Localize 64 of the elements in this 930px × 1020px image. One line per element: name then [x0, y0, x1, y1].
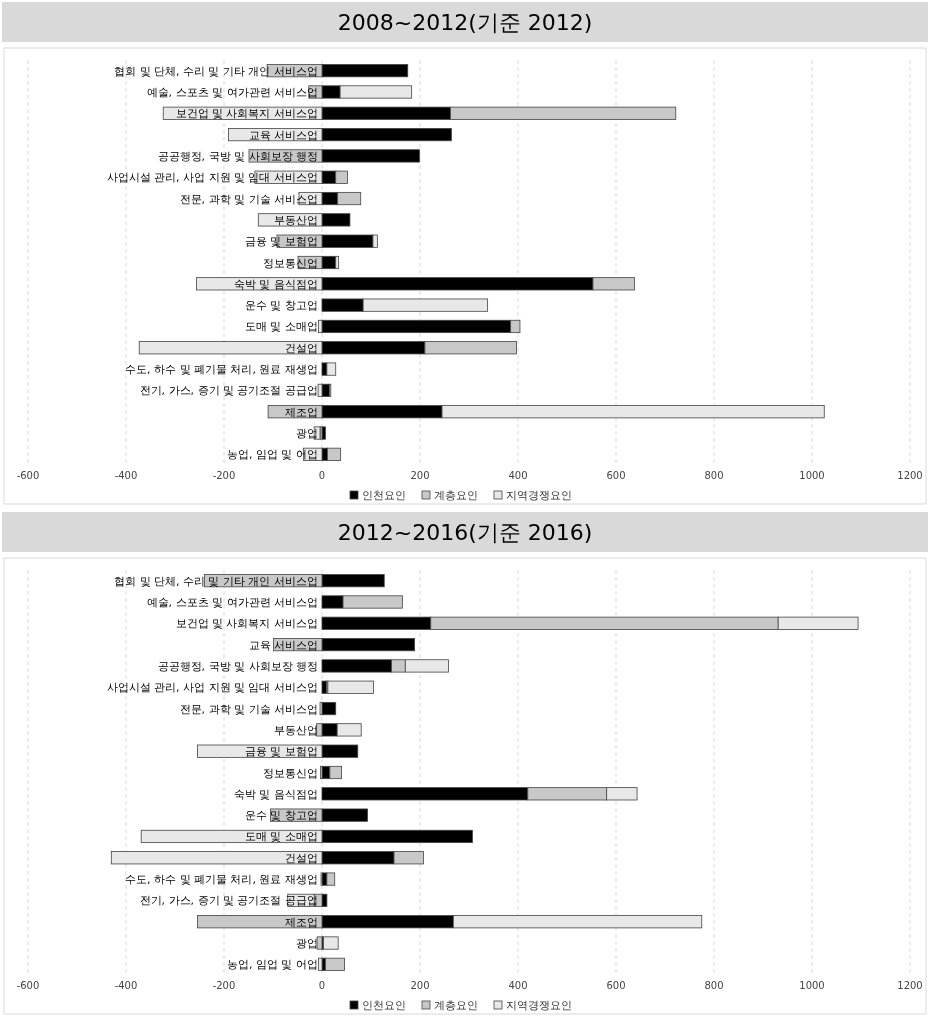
x-tick-label: 600 [606, 980, 626, 991]
y-tick-label: 운수 및 창고업 [245, 809, 318, 823]
legend-label: 인천요인 [362, 999, 406, 1012]
y-tick-label: 부동산업 [274, 213, 318, 227]
x-tick-label: 800 [704, 470, 724, 481]
legend-label: 지역경쟁요인 [506, 999, 572, 1012]
x-tick-label: -200 [212, 470, 236, 481]
y-tick-label: 수도, 하수 및 폐기물 처리, 원료 재생업 [125, 873, 318, 887]
y-tick-label: 제조업 [285, 915, 318, 929]
y-tick-label: 예술, 스포츠 및 여가관련 서비스업 [146, 85, 318, 99]
y-tick-label: 사업시설 관리, 사업 지원 및 임대 서비스업 [106, 681, 318, 695]
y-tick-label: 보건업 및 사회복지 서비스업 [175, 107, 318, 121]
y-tick-label: 제조업 [285, 405, 318, 419]
x-tick-label: 0 [318, 470, 326, 481]
y-tick-label: 공공행정, 국방 및 사회보장 행정 [157, 149, 318, 163]
y-tick-label: 전문, 과학 및 기술 서비스업 [179, 702, 318, 716]
chart-title: 2008~2012(기준 2012) [337, 10, 593, 35]
x-tick-label: 1000 [799, 980, 825, 991]
y-tick-label: 금융 및 보험업 [245, 235, 318, 249]
y-tick-label: 농업, 임업 및 어업 [227, 958, 318, 972]
y-tick-label: 협회 및 단체, 수리 및 기타 개인 서비스업 [114, 574, 318, 588]
legend-label: 지역경쟁요인 [506, 489, 572, 502]
y-tick-label: 건설업 [285, 851, 318, 865]
x-tick-label: -400 [114, 980, 138, 991]
x-tick-label: 1200 [897, 980, 923, 991]
x-tick-label: 600 [606, 470, 626, 481]
y-tick-label: 보건업 및 사회복지 서비스업 [175, 617, 318, 631]
x-tick-label: 200 [410, 470, 430, 481]
x-tick-label: -600 [16, 470, 40, 481]
x-tick-label: 1200 [897, 470, 923, 481]
y-tick-label: 전기, 가스, 증기 및 공기조절 공급업 [139, 384, 318, 398]
y-tick-label: 운수 및 창고업 [245, 299, 318, 313]
x-tick-label: 200 [410, 980, 430, 991]
y-tick-label: 농업, 임업 및 어업 [227, 448, 318, 462]
x-tick-label: -200 [212, 980, 236, 991]
y-tick-label: 금융 및 보험업 [245, 745, 318, 759]
y-tick-label: 협회 및 단체, 수리 및 기타 개인 서비스업 [114, 64, 318, 78]
x-tick-label: 400 [508, 470, 528, 481]
x-tick-label: 0 [318, 980, 326, 991]
y-tick-label: 예술, 스포츠 및 여가관련 서비스업 [146, 595, 318, 609]
y-tick-label: 도매 및 소매업 [245, 320, 318, 334]
x-tick-label: 400 [508, 980, 528, 991]
x-tick-label: 800 [704, 980, 724, 991]
y-tick-label: 광업 [296, 427, 318, 441]
y-tick-label: 사업시설 관리, 사업 지원 및 임대 서비스업 [106, 171, 318, 185]
y-tick-label: 수도, 하수 및 폐기물 처리, 원료 재생업 [125, 363, 318, 377]
y-tick-label: 광업 [296, 937, 318, 951]
y-tick-label: 정보통신업 [263, 256, 318, 270]
y-tick-label: 정보통신업 [263, 766, 318, 780]
y-tick-label: 건설업 [285, 341, 318, 355]
y-tick-label: 전문, 과학 및 기술 서비스업 [179, 192, 318, 206]
legend-label: 인천요인 [362, 489, 406, 502]
legend-label: 계층요인 [434, 999, 478, 1012]
y-tick-label: 숙박 및 음식점업 [234, 277, 318, 291]
y-tick-label: 교육 서비스업 [248, 638, 318, 652]
y-tick-label: 숙박 및 음식점업 [234, 787, 318, 801]
y-tick-label: 공공행정, 국방 및 사회보장 행정 [157, 659, 318, 673]
x-tick-label: 1000 [799, 470, 825, 481]
x-tick-label: -400 [114, 470, 138, 481]
chart-title: 2012~2016(기준 2016) [337, 520, 593, 545]
legend-label: 계층요인 [434, 489, 478, 502]
x-tick-label: -600 [16, 980, 40, 991]
y-tick-label: 교육 서비스업 [248, 128, 318, 142]
y-tick-label: 도매 및 소매업 [245, 830, 318, 844]
